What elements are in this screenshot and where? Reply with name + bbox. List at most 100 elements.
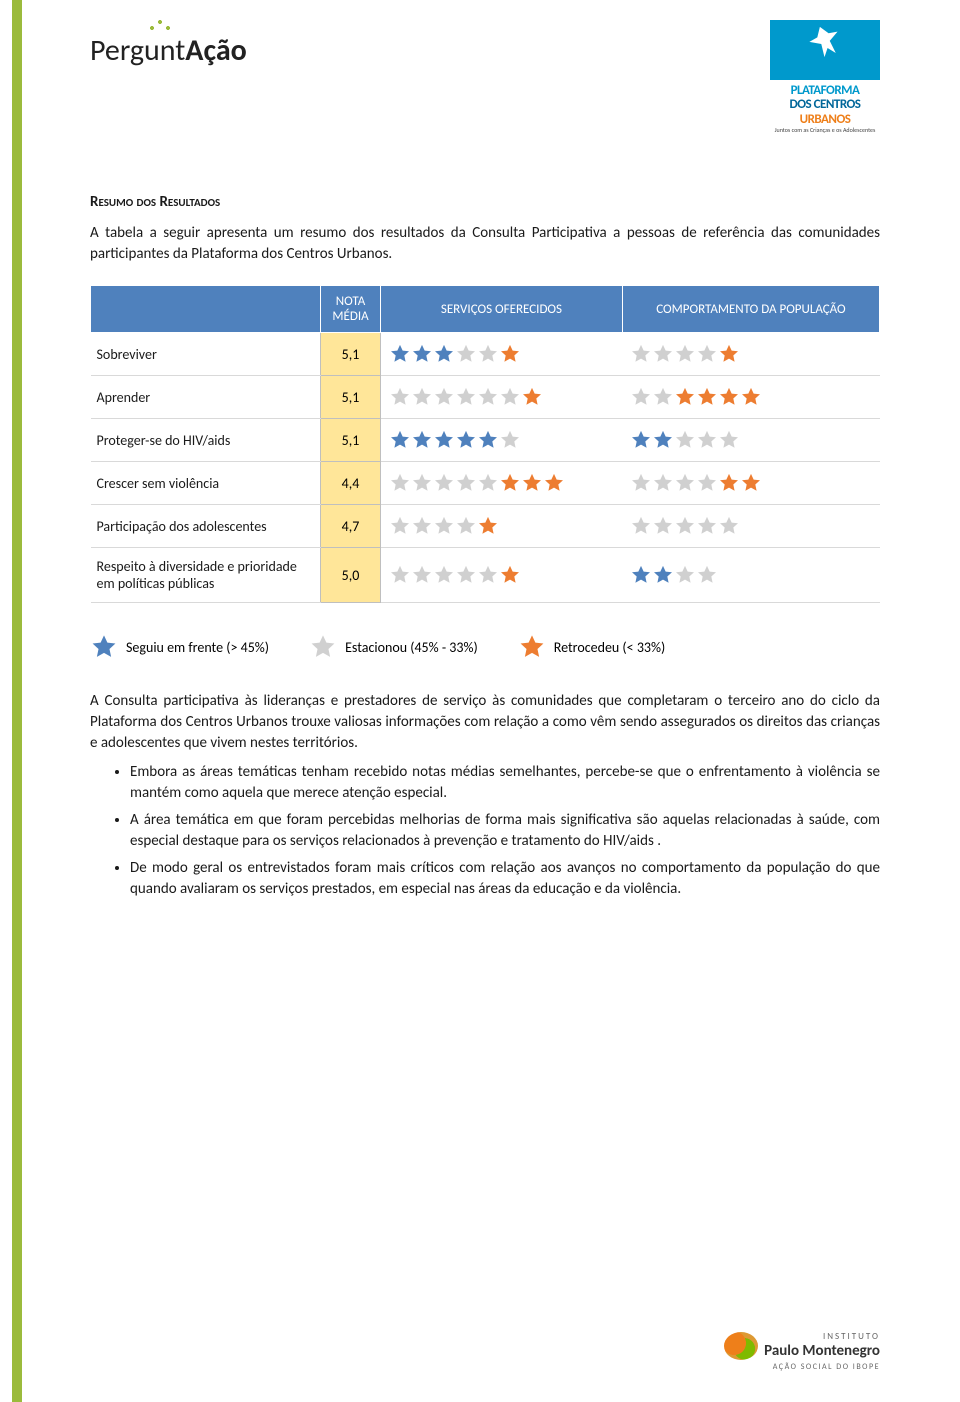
star-icon (674, 343, 696, 365)
bullet-item: De modo geral os entrevistados foram mai… (130, 858, 880, 900)
star-icon (411, 472, 433, 494)
row-nota: 5,1 (321, 376, 381, 419)
star-icon (718, 515, 740, 537)
star-icon (518, 633, 546, 661)
star-icon (389, 564, 411, 586)
star-icon (718, 429, 740, 451)
star-icon (389, 386, 411, 408)
star-icon (477, 343, 499, 365)
star-icon (309, 633, 337, 661)
bullet-item: Embora as áreas temáticas tenham recebid… (130, 762, 880, 804)
row-nota: 5,1 (321, 333, 381, 376)
star-icon (411, 429, 433, 451)
th-label (91, 286, 321, 333)
table-row: Proteger-se do HIV/aids5,1 (91, 419, 880, 462)
star-icon (652, 472, 674, 494)
star-icon (90, 633, 118, 661)
row-serv (381, 376, 623, 419)
star-icon (455, 386, 477, 408)
row-serv (381, 548, 623, 603)
legend-forward-label: Seguiu em frente (> 45%) (126, 639, 269, 656)
star-icon (652, 564, 674, 586)
star-icon (499, 386, 521, 408)
star-icon (652, 429, 674, 451)
row-serv (381, 462, 623, 505)
legend: Seguiu em frente (> 45%) Estacionou (45%… (90, 633, 880, 661)
star-icon (652, 343, 674, 365)
footer-name: Paulo Montenegro (764, 1342, 880, 1360)
header: PerguntAção PLATAFORMA DOS CENTROS URBAN… (90, 20, 880, 133)
star-icon (477, 472, 499, 494)
row-nota: 4,7 (321, 505, 381, 548)
row-label: Proteger-se do HIV/aids (91, 419, 321, 462)
table-row: Respeito à diversidade e prioridade em p… (91, 548, 880, 603)
star-icon (499, 343, 521, 365)
row-comp (622, 462, 879, 505)
star-icon (674, 386, 696, 408)
star-icon (433, 515, 455, 537)
logo-text-bold: Ação (185, 32, 247, 69)
star-icon (630, 515, 652, 537)
star-icon (652, 386, 674, 408)
star-icon (411, 386, 433, 408)
intro-paragraph: A tabela a seguir apresenta um resumo do… (90, 223, 880, 265)
th-nota: NOTA MÉDIA (321, 286, 381, 333)
star-icon (696, 564, 718, 586)
star-icon (433, 386, 455, 408)
row-serv (381, 505, 623, 548)
star-icon (674, 429, 696, 451)
footer-tag: AÇÃO SOCIAL DO IBOPE (724, 1362, 880, 1372)
star-icon (630, 472, 652, 494)
star-icon (455, 515, 477, 537)
row-comp (622, 548, 879, 603)
table-row: Aprender5,1 (91, 376, 880, 419)
table-row: Crescer sem violência4,4 (91, 462, 880, 505)
star-icon (389, 472, 411, 494)
footer-logo: INSTITUTO Paulo Montenegro AÇÃO SOCIAL D… (724, 1331, 880, 1372)
star-icon (499, 472, 521, 494)
star-icon (696, 429, 718, 451)
logo-pcu-line1: PLATAFORMA (770, 84, 880, 98)
legend-stable: Estacionou (45% - 33%) (309, 633, 478, 661)
logo-pcu-line2: DOS CENTROS (770, 98, 880, 112)
bullet-list: Embora as áreas temáticas tenham recebid… (90, 762, 880, 900)
logo-pcu-line3: URBANOS (770, 113, 880, 127)
star-icon (455, 472, 477, 494)
star-icon (630, 429, 652, 451)
row-label: Respeito à diversidade e prioridade em p… (91, 548, 321, 603)
table-row: Participação dos adolescentes4,7 (91, 505, 880, 548)
star-icon (389, 429, 411, 451)
star-icon (630, 564, 652, 586)
star-icon (433, 343, 455, 365)
star-icon (389, 515, 411, 537)
body-paragraph: A Consulta participativa às lideranças e… (90, 691, 880, 754)
star-icon (433, 564, 455, 586)
star-icon (696, 515, 718, 537)
row-label: Participação dos adolescentes (91, 505, 321, 548)
star-icon (740, 472, 762, 494)
star-icon (696, 343, 718, 365)
star-icon (718, 386, 740, 408)
star-icon (411, 515, 433, 537)
row-serv (381, 333, 623, 376)
row-nota: 4,4 (321, 462, 381, 505)
bullet-item: A área temática em que foram percebidas … (130, 810, 880, 852)
star-icon (740, 386, 762, 408)
row-comp (622, 419, 879, 462)
star-icon (477, 429, 499, 451)
star-icon (674, 564, 696, 586)
star-icon (521, 472, 543, 494)
section-title: Resumo dos Resultados (90, 193, 880, 211)
row-label: Sobreviver (91, 333, 321, 376)
logo-text-pre: Pergunt (90, 32, 185, 69)
star-icon (433, 472, 455, 494)
star-icon (696, 472, 718, 494)
logo-perguntacao: PerguntAção (90, 20, 247, 69)
star-icon (674, 515, 696, 537)
star-icon (477, 564, 499, 586)
results-table: NOTA MÉDIA SERVIÇOS OFERECIDOS COMPORTAM… (90, 285, 880, 603)
row-comp (622, 333, 879, 376)
legend-back-label: Retrocedeu (< 33%) (554, 639, 666, 656)
star-icon (718, 343, 740, 365)
star-icon (411, 564, 433, 586)
